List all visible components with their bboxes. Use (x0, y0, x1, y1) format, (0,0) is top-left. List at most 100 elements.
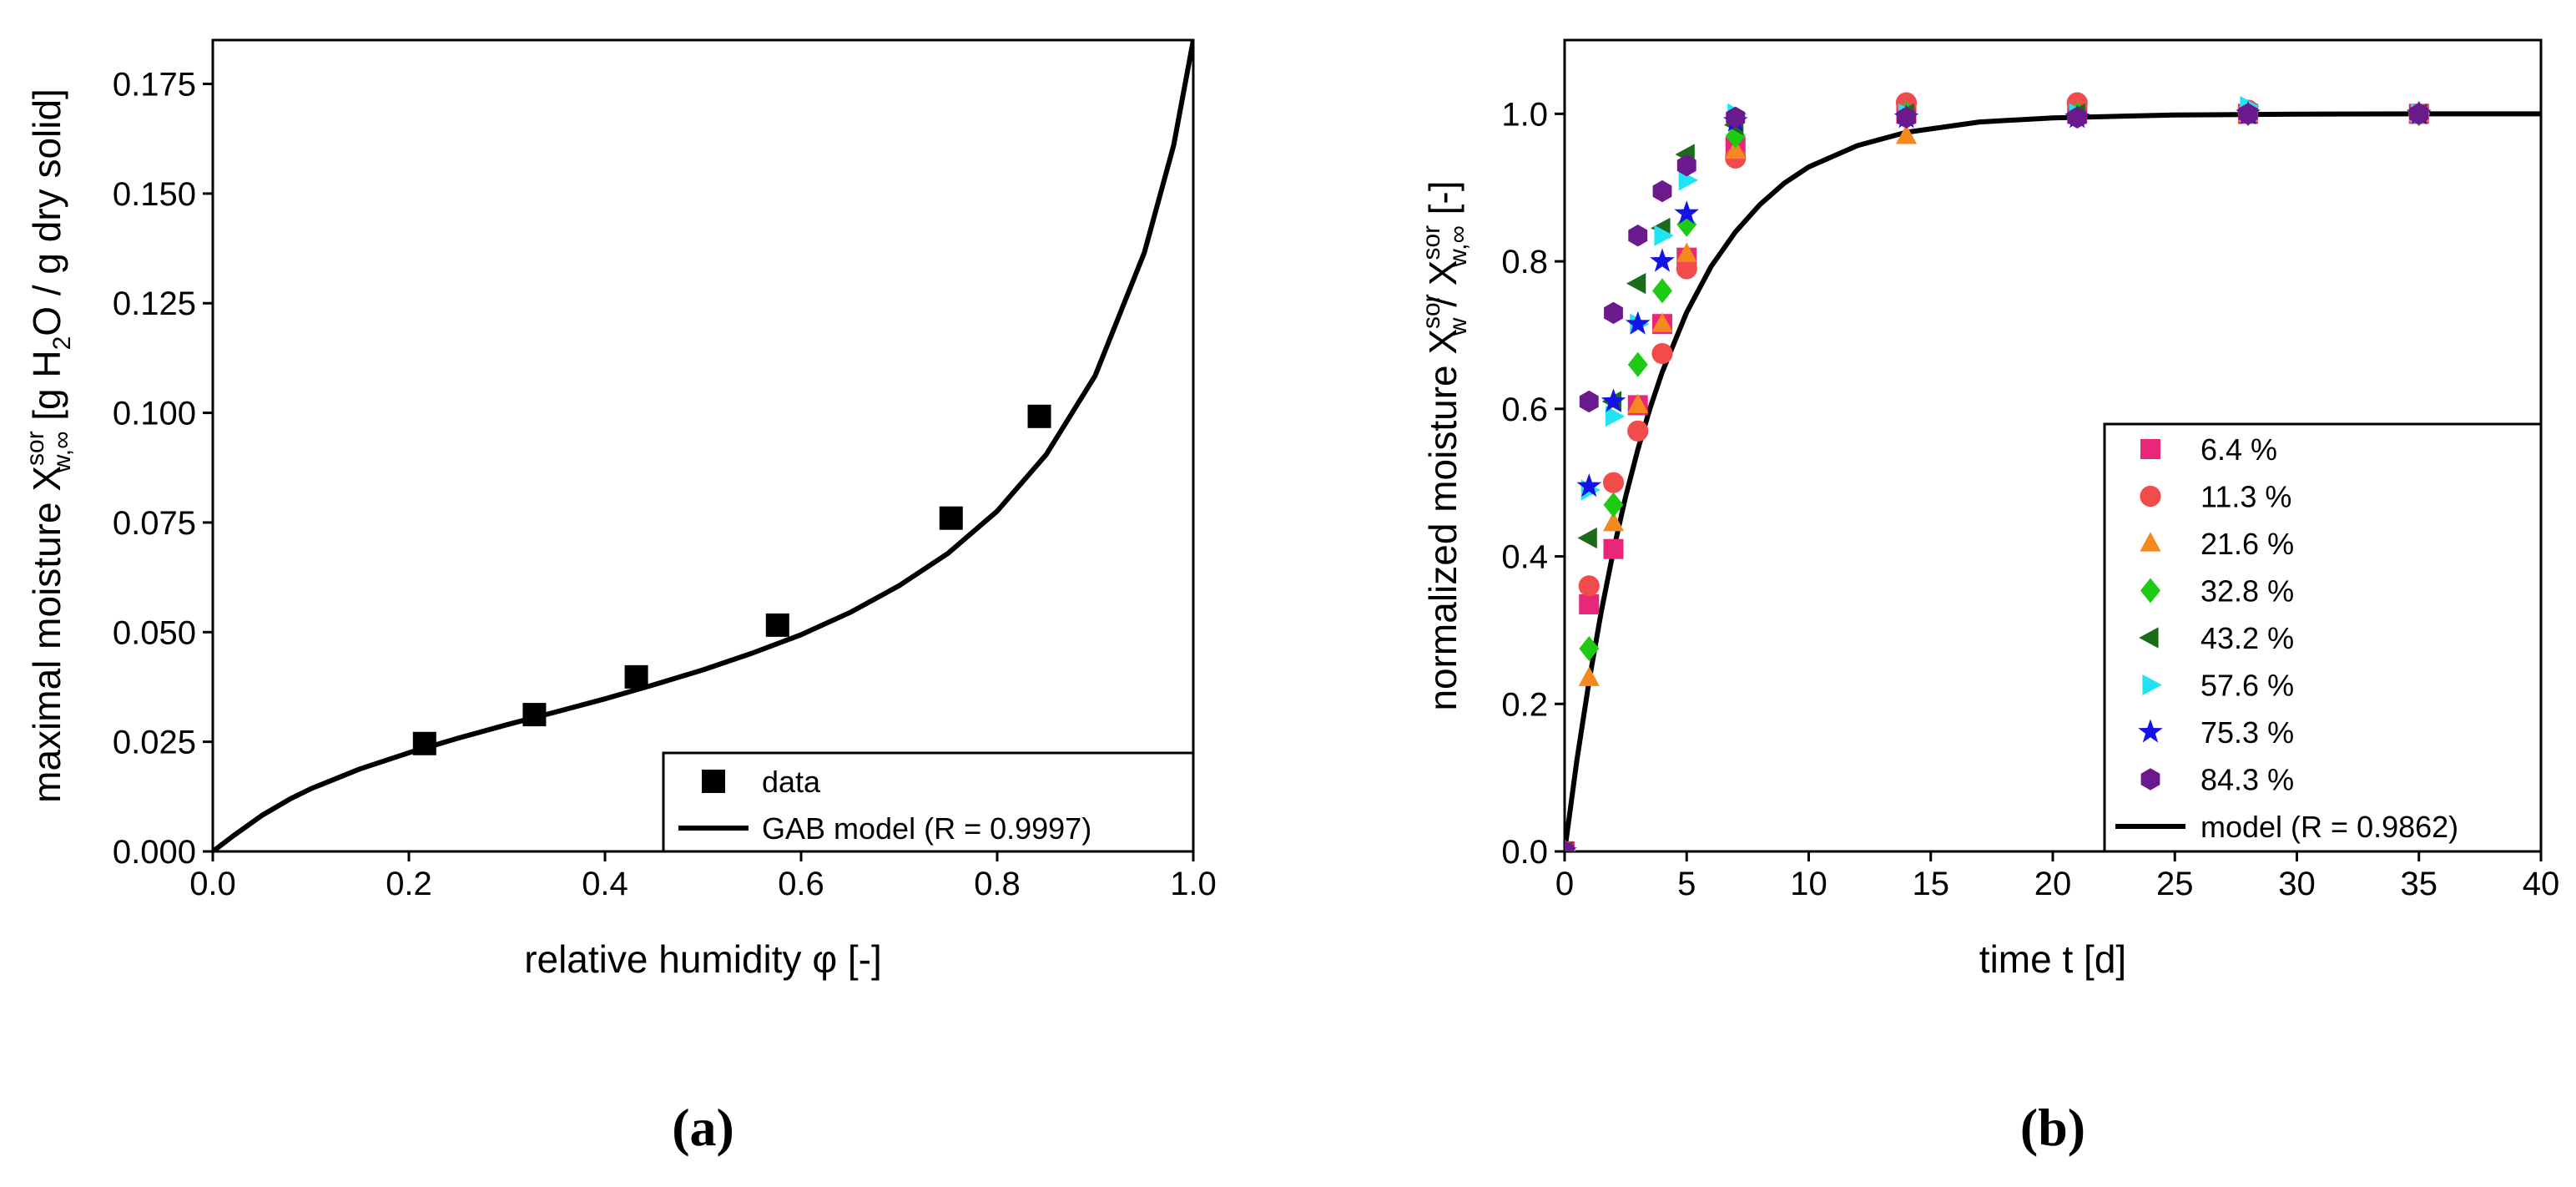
y-axis-label: normalized moisture Xsorw / Xsorw,∞ [-] (1418, 180, 1472, 710)
legend-label: data (762, 765, 821, 799)
data-point (1602, 472, 1625, 493)
x-tick-label: 25 (2156, 866, 2194, 902)
data-point (1897, 106, 1916, 129)
data-point (1652, 278, 1672, 304)
data-point (1678, 169, 1698, 191)
legend-marker (702, 770, 725, 793)
data-point (1603, 538, 1624, 559)
data-point (412, 731, 436, 755)
data-point (1627, 351, 1648, 377)
legend-label: GAB model (R = 0.9997) (762, 811, 1091, 846)
plot-area (213, 40, 1193, 851)
data-point (1601, 388, 1626, 412)
data-point (1652, 179, 1672, 203)
x-tick-label: 40 (2523, 866, 2560, 902)
data-point (1895, 124, 1918, 144)
x-tick-label: 0.8 (974, 866, 1021, 902)
legend-marker (2140, 532, 2161, 552)
y-tick-label: 0.175 (113, 67, 196, 104)
model-curve (1565, 111, 2541, 851)
legend-label: 75.3 % (2200, 715, 2294, 750)
data-point (1577, 527, 1597, 549)
y-tick-label: 1.0 (1501, 96, 1548, 133)
legend-marker (2139, 627, 2159, 649)
legend-label: 57.6 % (2200, 669, 2294, 703)
legend-label: model (R = 0.9862) (2200, 810, 2458, 844)
legend-label: 21.6 % (2200, 527, 2294, 561)
data-point (939, 506, 963, 530)
legend-box (2103, 422, 2543, 853)
data-point (1676, 258, 1697, 280)
legend-label: 6.4 % (2200, 432, 2277, 467)
x-tick-label: 5 (1677, 866, 1696, 902)
legend-label: 32.8 % (2200, 574, 2294, 609)
x-axis-label: relative humidity φ [-] (524, 937, 882, 981)
data-point (1603, 492, 1624, 518)
data-point (1579, 390, 1599, 413)
data-point (1651, 342, 1673, 365)
y-tick-label: 0.8 (1501, 244, 1548, 280)
data-point (1578, 575, 1600, 597)
y-tick-label: 0.0 (1501, 834, 1548, 871)
data-point (1576, 473, 1602, 498)
x-tick-label: 1.0 (1170, 866, 1217, 902)
data-point (1579, 594, 1600, 614)
plot-frame (211, 38, 1195, 853)
y-tick-label: 0.025 (113, 725, 196, 761)
y-tick-label: 0.150 (113, 176, 196, 213)
chart-b: 0 5 10 15 20 25 30 35 40 0.0 0.2 0.4 0.6 0.8 1.0 time t… (1418, 38, 2560, 1157)
legend-label: 84.3 % (2200, 763, 2294, 797)
data-point (1565, 840, 1575, 851)
x-tick-label: 0.4 (582, 866, 628, 902)
y-axis-label: maximal moisture Xsorw,∞ [g H2O / g dry … (22, 88, 76, 803)
chart-a: 0.0 0.2 0.4 0.6 0.8 1.0 0.000 0.025 0.050 0.075 0.… (22, 38, 1217, 1157)
legend-label: 11.3 % (2200, 480, 2291, 514)
data-point (1725, 139, 1747, 159)
data-point (1604, 301, 1623, 325)
legend-marker (2138, 719, 2163, 743)
y-tick-label: 0.050 (113, 614, 196, 651)
data-point (1627, 393, 1649, 413)
data-point (765, 613, 789, 637)
data-point (1628, 225, 1648, 247)
y-tick-label: 0.075 (113, 505, 196, 542)
data-point (1605, 406, 1626, 427)
x-tick-label: 0.6 (778, 866, 824, 902)
legend-marker (2140, 768, 2160, 790)
data-point (1726, 106, 1746, 129)
y-tick-label: 0.125 (113, 285, 196, 322)
plot-area (1565, 92, 2541, 851)
data-point (1626, 273, 1646, 295)
data-point (1650, 248, 1675, 272)
data-point (1654, 225, 1674, 246)
data-point (1651, 312, 1673, 332)
legend-marker (2140, 578, 2160, 604)
data-point (2409, 103, 2429, 125)
x-tick-label: 0.2 (386, 866, 432, 902)
data-point (1676, 154, 1696, 177)
y-tick-label: 0.2 (1501, 686, 1548, 723)
x-tick-label: 0 (1555, 866, 1574, 902)
panel-label: (a) (672, 1098, 734, 1157)
data-point (2067, 106, 2087, 129)
legend-marker (2142, 674, 2162, 696)
data-point (1627, 420, 1649, 442)
x-tick-label: 35 (2401, 866, 2438, 902)
data-point (624, 664, 648, 689)
y-tick-label: 0.4 (1501, 539, 1548, 576)
data-point (1676, 242, 1697, 262)
data-point (1625, 311, 1651, 335)
x-tick-label: 30 (2278, 866, 2316, 902)
data-point (1578, 666, 1600, 686)
y-tick-label: 0.100 (113, 396, 196, 432)
y-tick-label: 0.000 (113, 834, 196, 871)
data-point (1027, 404, 1051, 428)
y-tick-label: 0.6 (1501, 391, 1548, 428)
x-axis-label: time t [d] (1979, 937, 2126, 981)
data-point (2238, 103, 2258, 125)
legend-marker (2140, 439, 2160, 459)
legend-label: 43.2 % (2200, 621, 2294, 655)
data-point (1579, 636, 1600, 661)
x-tick-label: 15 (1913, 866, 1950, 902)
